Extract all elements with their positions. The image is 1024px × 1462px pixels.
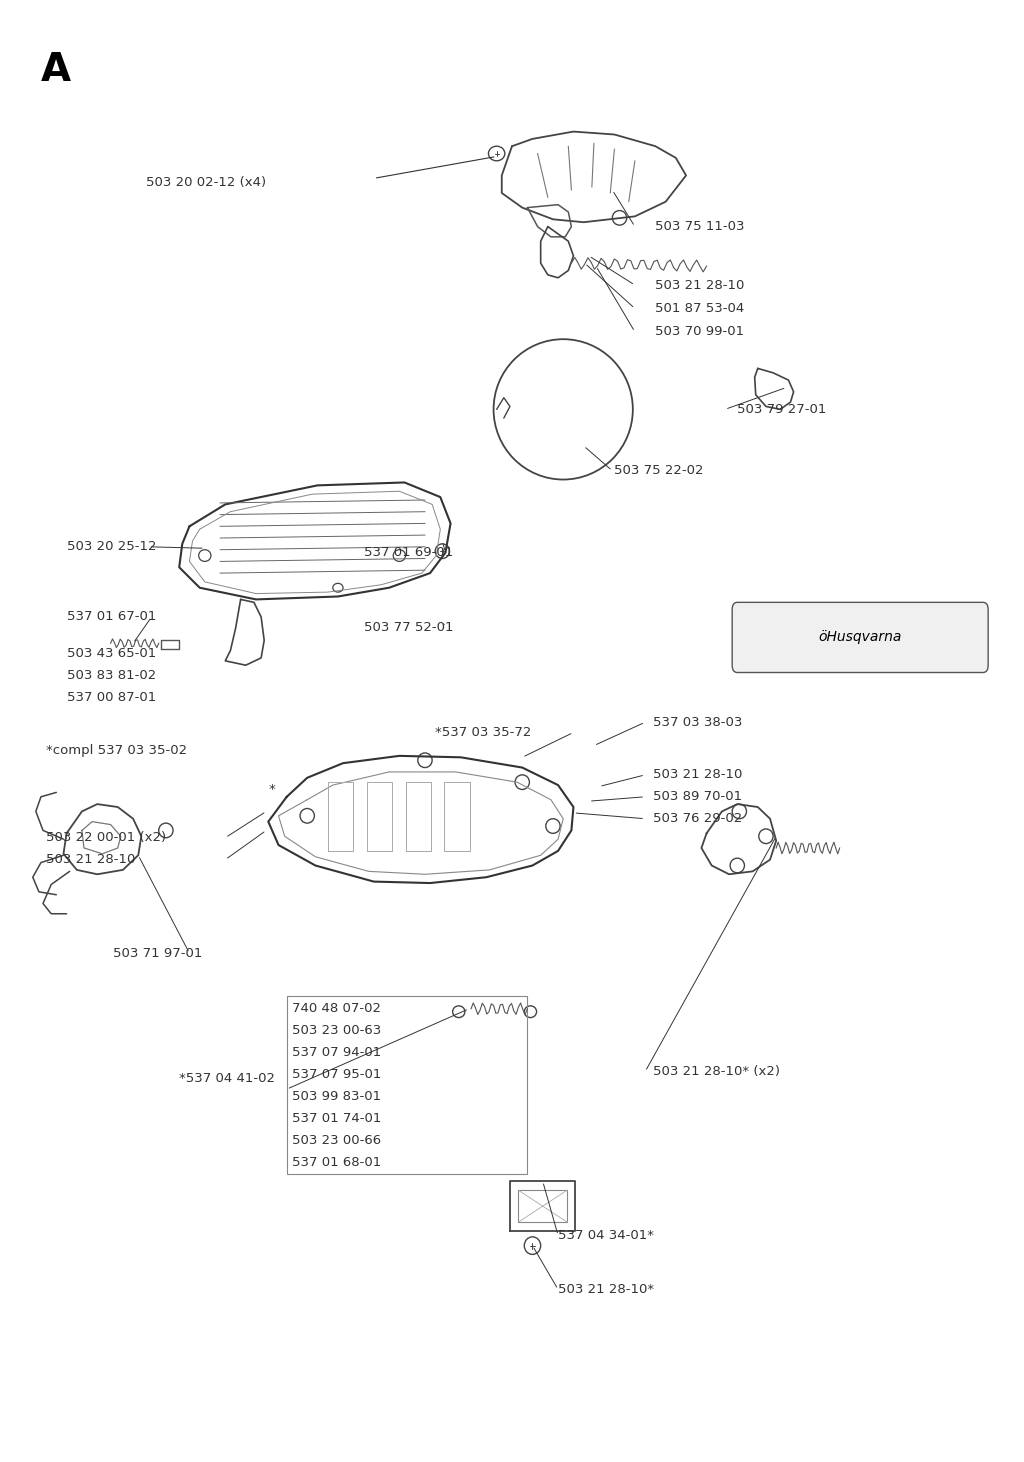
Text: 537 01 69-01: 537 01 69-01 xyxy=(364,547,453,558)
Text: 503 21 28-10: 503 21 28-10 xyxy=(655,279,744,291)
Text: 537 01 67-01: 537 01 67-01 xyxy=(67,611,156,623)
Text: 503 23 00-63: 503 23 00-63 xyxy=(292,1025,381,1037)
Text: 537 07 94-01: 537 07 94-01 xyxy=(292,1047,381,1058)
Text: *537 03 35-72: *537 03 35-72 xyxy=(435,727,531,738)
Text: 503 76 29-02: 503 76 29-02 xyxy=(653,813,742,825)
Bar xyxy=(287,996,527,1174)
Text: 503 20 02-12 (x4): 503 20 02-12 (x4) xyxy=(146,177,266,189)
Text: 503 99 83-01: 503 99 83-01 xyxy=(292,1091,381,1102)
Text: 503 20 25-12: 503 20 25-12 xyxy=(67,541,156,553)
Text: 537 01 74-01: 537 01 74-01 xyxy=(292,1113,381,1124)
Text: 503 71 97-01: 503 71 97-01 xyxy=(113,947,202,959)
Text: 503 77 52-01: 503 77 52-01 xyxy=(364,621,453,633)
Text: 537 01 68-01: 537 01 68-01 xyxy=(292,1156,381,1168)
Text: 740 48 07-02: 740 48 07-02 xyxy=(292,1003,381,1015)
Text: 537 00 87-01: 537 00 87-01 xyxy=(67,692,156,703)
Text: *537 04 41-02: *537 04 41-02 xyxy=(179,1073,275,1085)
Text: 537 03 38-03: 537 03 38-03 xyxy=(653,716,742,728)
Text: 503 22 00-01 (x2): 503 22 00-01 (x2) xyxy=(46,832,166,844)
Text: 503 89 70-01: 503 89 70-01 xyxy=(653,791,742,803)
Text: A: A xyxy=(41,51,71,89)
Text: 503 21 28-10*: 503 21 28-10* xyxy=(558,1284,654,1295)
Text: 503 21 28-10* (x2): 503 21 28-10* (x2) xyxy=(653,1066,780,1077)
Text: 503 83 81-02: 503 83 81-02 xyxy=(67,670,156,681)
Text: öHusqvarna: öHusqvarna xyxy=(818,630,902,645)
Text: *compl 537 03 35-02: *compl 537 03 35-02 xyxy=(46,744,187,756)
Text: 501 87 53-04: 501 87 53-04 xyxy=(655,303,744,314)
Text: 537 07 95-01: 537 07 95-01 xyxy=(292,1069,381,1080)
Text: 503 21 28-10: 503 21 28-10 xyxy=(653,769,742,781)
Text: 503 43 65-01: 503 43 65-01 xyxy=(67,648,156,659)
Text: 503 79 27-01: 503 79 27-01 xyxy=(737,404,826,415)
Text: 503 75 22-02: 503 75 22-02 xyxy=(614,465,703,477)
Text: 537 04 34-01*: 537 04 34-01* xyxy=(558,1230,654,1241)
FancyBboxPatch shape xyxy=(732,602,988,673)
Text: 503 75 11-03: 503 75 11-03 xyxy=(655,221,744,232)
Text: 503 21 28-10: 503 21 28-10 xyxy=(46,854,135,866)
Text: 503 23 00-66: 503 23 00-66 xyxy=(292,1135,381,1146)
Text: 503 70 99-01: 503 70 99-01 xyxy=(655,326,744,338)
Text: *: * xyxy=(268,784,275,795)
